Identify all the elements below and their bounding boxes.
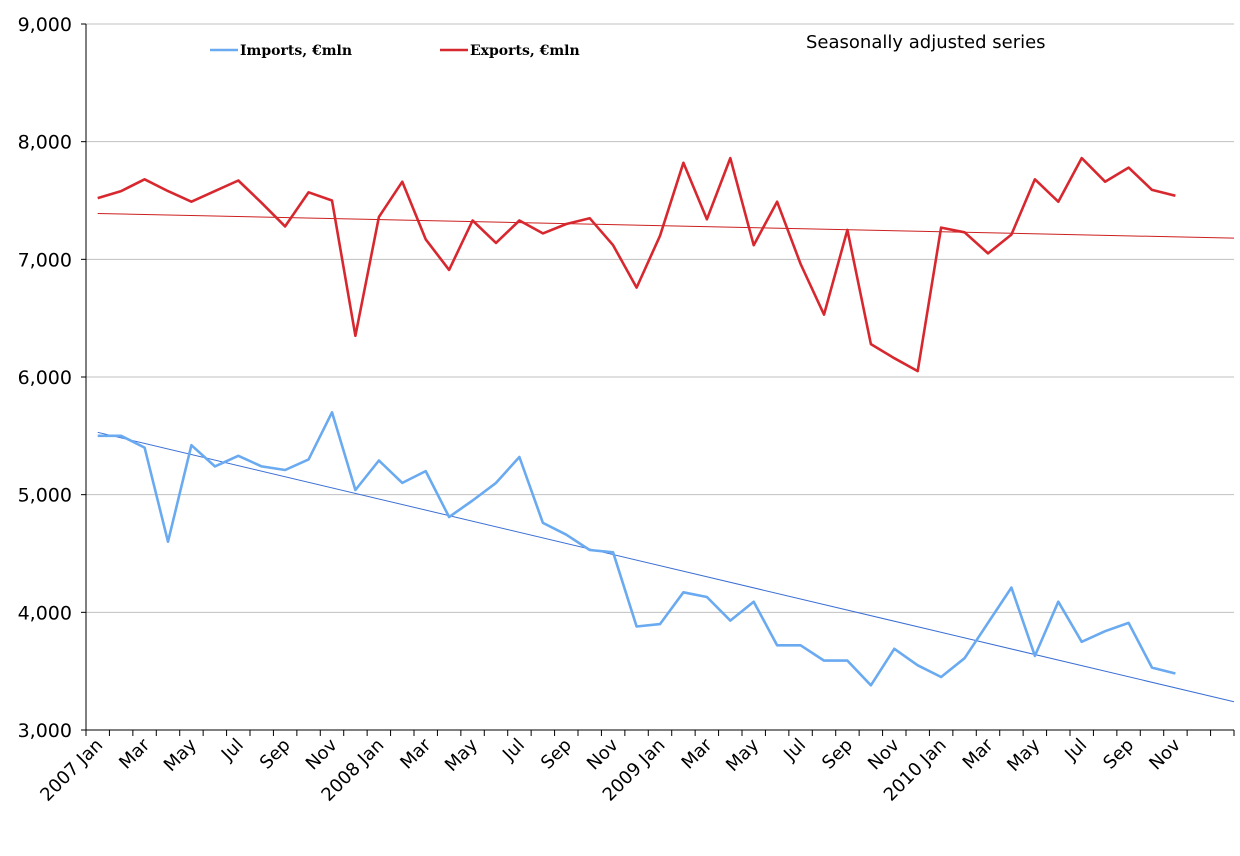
x-tick-label: May <box>160 734 201 775</box>
x-tick-label: Mar <box>396 734 435 773</box>
legend-label: Exports, €mln <box>470 43 580 59</box>
y-tick-label: 6,000 <box>18 367 72 389</box>
gridlines <box>86 23 1234 613</box>
y-tick-label: 4,000 <box>18 602 72 624</box>
y-tick-label: 9,000 <box>18 14 72 36</box>
y-tick-label: 7,000 <box>18 249 72 271</box>
x-tick-label: Nov <box>1145 734 1185 774</box>
legend: Imports, €mln Exports, €mln <box>210 43 580 59</box>
x-tick-label: Sep <box>537 735 576 774</box>
x-tick-label: Sep <box>1099 735 1138 774</box>
x-tick-label: Mar <box>678 734 717 773</box>
axes <box>81 23 1235 736</box>
series-line <box>97 410 1176 687</box>
x-tick-label: Mar <box>115 734 154 773</box>
y-tick-label: 8,000 <box>18 132 72 154</box>
x-tick-label: Sep <box>818 735 857 774</box>
x-tick-label: Mar <box>959 734 998 773</box>
trendline <box>97 431 1235 703</box>
x-tick-label: May <box>1003 734 1044 775</box>
trendlines <box>97 212 1235 703</box>
series-lines <box>97 156 1176 687</box>
x-tick-label: Sep <box>256 735 295 774</box>
x-tick-label: Nov <box>583 734 623 774</box>
y-tick-label: 3,000 <box>18 720 72 742</box>
chart-annotation: Seasonally adjusted series <box>806 32 1046 53</box>
x-tick-label: Jul <box>498 735 529 766</box>
trendline <box>97 212 1235 239</box>
y-axis-tick-labels: 3,000 4,000 5,000 6,000 7,000 8,000 9,000 <box>18 14 72 742</box>
y-tick-label: 5,000 <box>18 485 72 507</box>
x-tick-label: Jul <box>779 735 810 766</box>
legend-label: Imports, €mln <box>240 43 352 59</box>
x-tick-label: Nov <box>302 734 342 774</box>
x-tick-label: 2007 Jan <box>36 735 107 806</box>
x-tick-label: Nov <box>864 734 904 774</box>
x-tick-label: Jul <box>1060 735 1091 766</box>
x-tick-label: May <box>441 734 482 775</box>
series-line <box>97 156 1176 373</box>
x-tick-label: May <box>722 734 763 775</box>
x-tick-label: Jul <box>217 735 248 766</box>
